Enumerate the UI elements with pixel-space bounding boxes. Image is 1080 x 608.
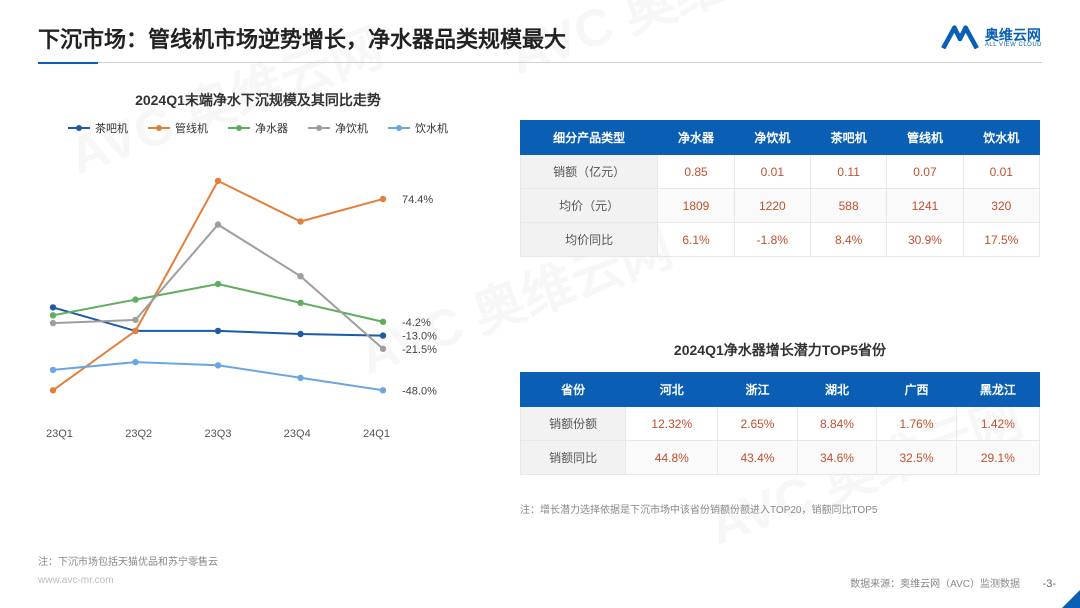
table-row: 销额同比44.8%43.4%34.6%32.5%29.1% xyxy=(521,441,1040,475)
table-header-cell: 细分产品类型 xyxy=(521,121,658,155)
table-cell: 1.76% xyxy=(877,407,957,441)
table-cell: 0.01 xyxy=(963,155,1039,189)
x-axis-label: 23Q1 xyxy=(46,428,73,440)
legend-item: 管线机 xyxy=(148,120,208,136)
table-cell: 44.8% xyxy=(626,441,718,475)
table-header-cell: 广西 xyxy=(877,373,957,407)
table-row: 销额份额12.32%2.65%8.84%1.76%1.42% xyxy=(521,407,1040,441)
svg-text:-48.0%: -48.0% xyxy=(402,385,437,397)
table-header-cell: 浙江 xyxy=(718,373,798,407)
logo-subtext: ALL VIEW CLOUD xyxy=(985,42,1042,48)
table-cell: 1241 xyxy=(887,189,963,223)
table-header-cell: 净水器 xyxy=(658,121,734,155)
table-cell: 588 xyxy=(810,189,886,223)
table-cell: 1809 xyxy=(658,189,734,223)
legend-item: 净水器 xyxy=(228,120,288,136)
table-cell: 34.6% xyxy=(797,441,877,475)
table-cell: 12.32% xyxy=(626,407,718,441)
table-cell: 6.1% xyxy=(658,223,734,257)
row-header: 销额同比 xyxy=(521,441,626,475)
table-cell: 0.07 xyxy=(887,155,963,189)
table-cell: 17.5% xyxy=(963,223,1039,257)
table-cell: 8.84% xyxy=(797,407,877,441)
legend-item: 净饮机 xyxy=(308,120,368,136)
page-title: 下沉市场：管线机市场逆势增长，净水器品类规模最大 xyxy=(38,22,566,54)
row-header: 均价（元） xyxy=(521,189,658,223)
table-cell: 2.65% xyxy=(718,407,798,441)
table-cell: 0.85 xyxy=(658,155,734,189)
table-cell: 320 xyxy=(963,189,1039,223)
table-row: 均价（元）180912205881241320 xyxy=(521,189,1040,223)
title-accent xyxy=(38,62,98,64)
footnote-1: 注：下沉市场包括天猫优品和苏宁零售云 xyxy=(38,553,218,568)
table-row: 均价同比6.1%-1.8%8.4%30.9%17.5% xyxy=(521,223,1040,257)
x-axis-label: 23Q4 xyxy=(284,428,311,440)
svg-text:-13.0%: -13.0% xyxy=(402,331,437,343)
table-cell: 43.4% xyxy=(718,441,798,475)
table-header-cell: 河北 xyxy=(626,373,718,407)
legend-item: 茶吧机 xyxy=(68,120,128,136)
table-row: 销额（亿元）0.850.010.110.070.01 xyxy=(521,155,1040,189)
table-header-cell: 饮水机 xyxy=(963,121,1039,155)
chart-x-labels: 23Q1 23Q2 23Q3 23Q4 24Q1 xyxy=(38,428,398,440)
table-cell: 30.9% xyxy=(887,223,963,257)
brand-logo: 奥维云网 ALL VIEW CLOUD xyxy=(941,24,1042,52)
x-axis-label: 23Q2 xyxy=(125,428,152,440)
title-underline xyxy=(38,62,1042,63)
source-url: www.avc-mr.com xyxy=(38,575,114,586)
footnote-2: 注：增长潜力选择依据是下沉市场中该省份销额份额进入TOP20，销额同比TOP5 xyxy=(520,501,877,516)
provinces-table-title: 2024Q1净水器增长潜力TOP5省份 xyxy=(520,340,1040,360)
x-axis-label: 24Q1 xyxy=(363,428,390,440)
table-cell: -1.8% xyxy=(734,223,810,257)
table-header-cell: 管线机 xyxy=(887,121,963,155)
page-number: -3- xyxy=(1043,578,1056,590)
table-cell: 8.4% xyxy=(810,223,886,257)
product-table: 细分产品类型净水器净饮机茶吧机管线机饮水机销额（亿元）0.850.010.110… xyxy=(520,120,1040,257)
chart-title: 2024Q1末端净水下沉规模及其同比走势 xyxy=(38,90,478,110)
legend-item: 饮水机 xyxy=(388,120,448,136)
svg-text:-21.5%: -21.5% xyxy=(402,344,437,356)
x-axis-label: 23Q3 xyxy=(205,428,232,440)
data-source: 数据来源：奥维云网（AVC）监测数据 xyxy=(850,575,1020,590)
table-cell: 29.1% xyxy=(956,441,1039,475)
table-header-cell: 省份 xyxy=(521,373,626,407)
logo-icon xyxy=(941,24,979,52)
svg-text:74.4%: 74.4% xyxy=(402,194,433,206)
chart-legend: 茶吧机 管线机 净水器 净饮机 饮水机 xyxy=(38,120,478,136)
table-header-cell: 净饮机 xyxy=(734,121,810,155)
line-chart: -13.0% 74.4% -4.2% -21.5% -48.0% xyxy=(38,144,458,424)
table-cell: 0.11 xyxy=(810,155,886,189)
svg-text:-4.2%: -4.2% xyxy=(402,317,431,329)
row-header: 销额（亿元） xyxy=(521,155,658,189)
table-header-cell: 茶吧机 xyxy=(810,121,886,155)
provinces-table: 省份河北浙江湖北广西黑龙江销额份额12.32%2.65%8.84%1.76%1.… xyxy=(520,372,1040,475)
table-cell: 1220 xyxy=(734,189,810,223)
logo-text: 奥维云网 xyxy=(985,28,1042,42)
table-cell: 0.01 xyxy=(734,155,810,189)
table-cell: 32.5% xyxy=(877,441,957,475)
table-header-cell: 湖北 xyxy=(797,373,877,407)
row-header: 销额份额 xyxy=(521,407,626,441)
table-cell: 1.42% xyxy=(956,407,1039,441)
corner-decoration xyxy=(1062,590,1080,608)
row-header: 均价同比 xyxy=(521,223,658,257)
table-header-cell: 黑龙江 xyxy=(956,373,1039,407)
